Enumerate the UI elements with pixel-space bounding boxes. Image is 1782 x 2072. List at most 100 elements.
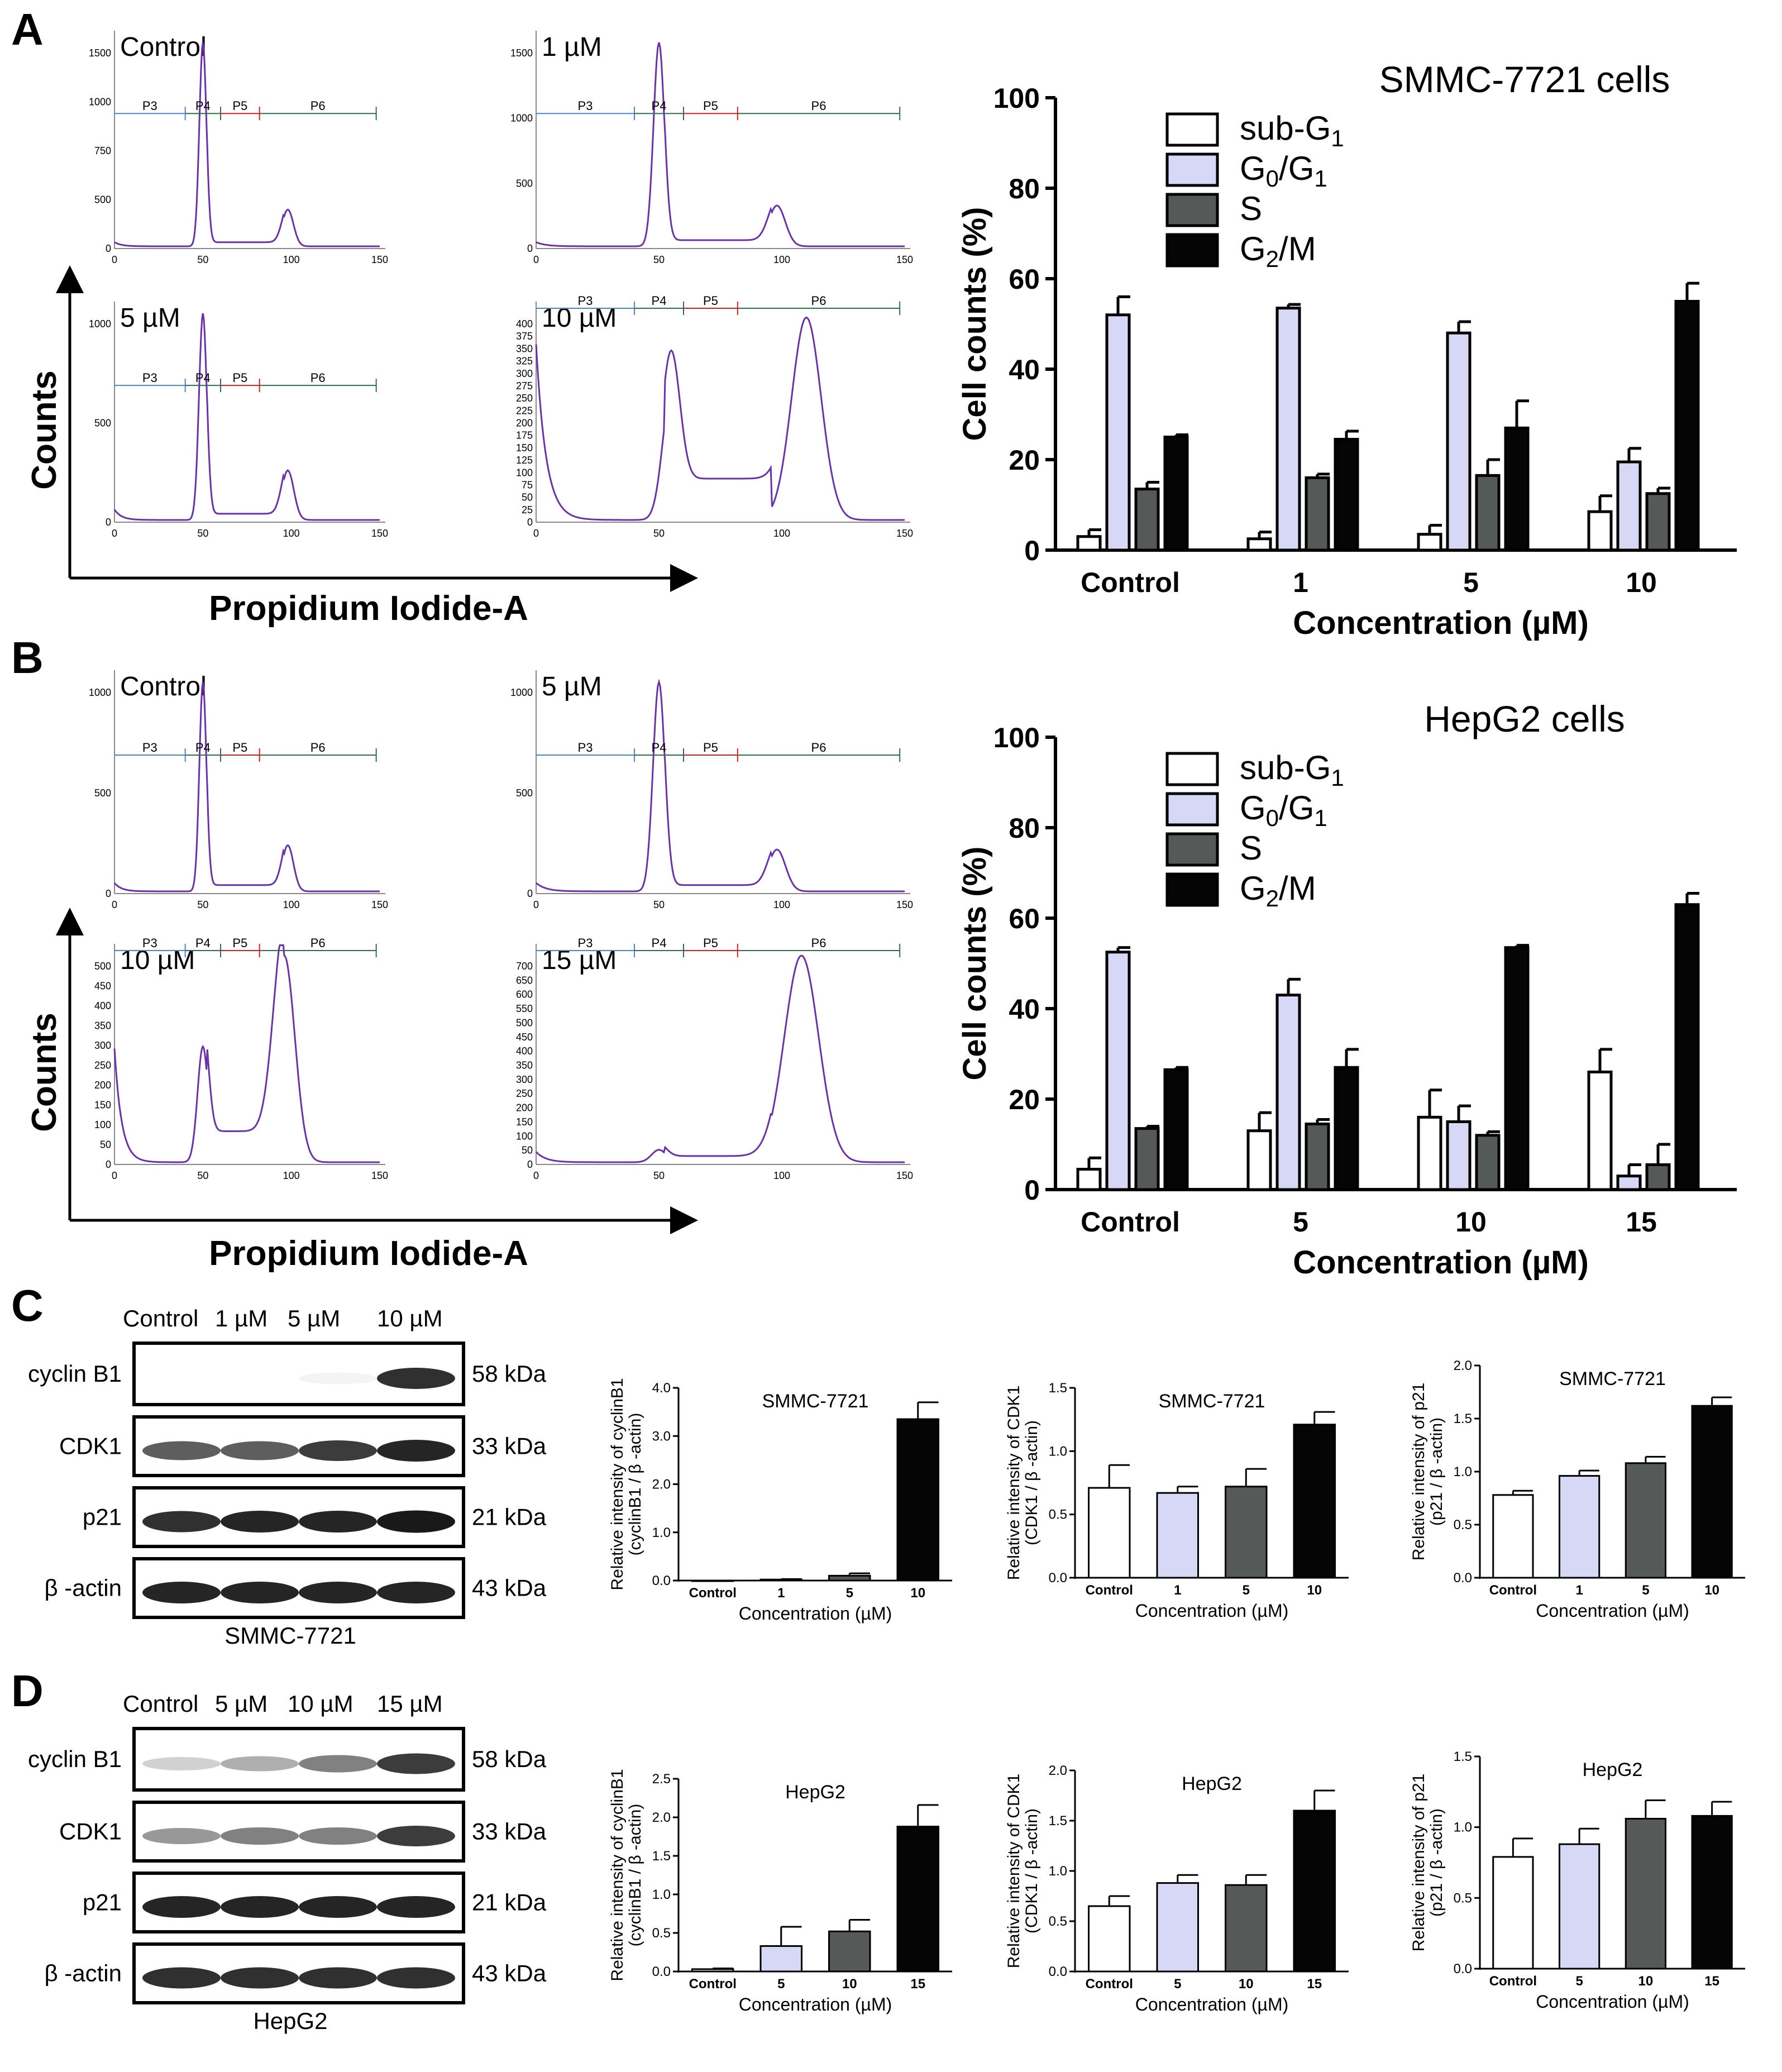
flow-y-tick: 0 xyxy=(527,1159,533,1170)
bar-sub-g1 xyxy=(1587,510,1613,552)
x-tick-label: 5 xyxy=(1642,1583,1649,1598)
flow-y-tick: 300 xyxy=(516,1074,533,1085)
flow-histogram: 5 µM 0 50 100 150 0 500 1000 P3 P4 P5 P6 xyxy=(510,670,913,910)
flow-x-tick: 0 xyxy=(112,528,117,539)
x-tick-label: 15 xyxy=(910,1976,925,1992)
cdk1-chart-smmc7721: SMMC-7721 0.0 0.5 1.0 1.5 Relative intensity … xyxy=(1005,1381,1349,1621)
blot-band xyxy=(142,1967,221,1989)
flow-y-tick: 200 xyxy=(516,1102,533,1114)
chart-title: HepG2 cells xyxy=(1424,698,1625,739)
flow-y-tick: 700 xyxy=(516,961,533,972)
flow-x-tick: 100 xyxy=(773,899,790,910)
x-axis-label: Concentration (µM) xyxy=(1536,1992,1689,2012)
flow-y-tick: 150 xyxy=(516,442,533,453)
bar-g2-m xyxy=(1163,436,1189,552)
x-axis-label: Concentration (µM) xyxy=(1293,1244,1589,1281)
gate-label: P6 xyxy=(310,936,326,950)
flow-x-tick: 50 xyxy=(653,899,665,910)
flow-y-tick: 500 xyxy=(94,961,111,972)
gate-label: P5 xyxy=(703,741,718,755)
flow-y-tick: 0 xyxy=(106,888,111,899)
bar xyxy=(1625,1462,1666,1579)
flow-histogram-trace xyxy=(113,313,380,521)
blot-band xyxy=(142,1757,221,1770)
flow-x-tick: 150 xyxy=(896,899,913,910)
lane-label: Control xyxy=(123,1691,198,1717)
blot-band xyxy=(299,1511,377,1532)
western-blot-smmc7721: Control 1 µM 5 µM 10 µM cyclin B1 58 kDa CDK1 3… xyxy=(28,1305,547,1649)
blot-band xyxy=(221,1441,299,1460)
flow-histogram-trace xyxy=(113,944,380,1163)
blot-row-label: p21 xyxy=(83,1889,122,1916)
flow-x-label-b: Propidium Iodide-A xyxy=(209,1234,528,1273)
bar xyxy=(691,1968,734,1973)
gate-label: P5 xyxy=(232,99,247,113)
y-tick-label: 0.0 xyxy=(652,1573,671,1588)
blot-band xyxy=(299,1827,377,1845)
gate-label: P4 xyxy=(195,741,211,755)
flow-x-tick: 100 xyxy=(283,1170,300,1181)
flow-x-tick: 150 xyxy=(371,899,388,910)
flow-y-tick: 500 xyxy=(516,1017,533,1028)
blot-row-label: p21 xyxy=(83,1504,122,1530)
flow-histogram: 10 µM 0 50 100 150 0 50 100 150 200 250 300 350 400 45… xyxy=(94,936,388,1181)
y-tick-label: 1.0 xyxy=(652,1887,671,1902)
x-tick-label: 15 xyxy=(1307,1976,1322,1992)
y-tick-label: 1.5 xyxy=(1049,1381,1067,1396)
blot-band xyxy=(377,1510,455,1533)
blot-band xyxy=(221,1967,299,1989)
gate-label: P6 xyxy=(310,741,326,755)
blot-row-label: β -actin xyxy=(44,1575,122,1601)
chart-title: HepG2 xyxy=(785,1782,845,1803)
flow-x-tick: 0 xyxy=(112,1170,117,1181)
blot-band xyxy=(377,1582,455,1603)
gate-label: P6 xyxy=(310,371,326,385)
flow-y-tick: 500 xyxy=(94,194,111,206)
y-axis-label: Relative intensity of CDK1 xyxy=(1005,1774,1023,1969)
legend-swatch xyxy=(1165,152,1219,187)
x-tick-label: 1 xyxy=(777,1586,785,1601)
blot-band xyxy=(221,1896,299,1918)
y-tick-label: 0.5 xyxy=(1049,1914,1067,1929)
flow-y-tick: 50 xyxy=(522,1145,533,1156)
x-tick-label: 10 xyxy=(1455,1206,1487,1238)
blot-band xyxy=(142,1441,221,1460)
bar-s xyxy=(1305,476,1330,552)
bar-g0-g1 xyxy=(1446,1120,1472,1191)
y-tick-label: 0.0 xyxy=(1454,1961,1472,1976)
x-tick-label: 5 xyxy=(846,1586,853,1601)
flow-y-tick: 100 xyxy=(94,1119,111,1130)
flow-y-tick: 300 xyxy=(516,368,533,379)
legend-label: G2/M xyxy=(1240,230,1316,272)
chart-title: HepG2 xyxy=(1583,1759,1643,1780)
gate-label: P5 xyxy=(703,99,718,113)
legend-label: G2/M xyxy=(1240,870,1316,911)
y-tick-label: 2.5 xyxy=(652,1772,671,1787)
y-axis-label-2: (p21 / β -actin) xyxy=(1427,1808,1446,1917)
flow-y-tick: 125 xyxy=(516,455,533,466)
blot-row-label: cyclin B1 xyxy=(28,1360,122,1387)
bar-s xyxy=(1475,474,1501,552)
blot-row-label: β -actin xyxy=(44,1960,122,1987)
cell-cycle-chart-hepg2: HepG2 cells 0 20 40 60 80 100 Cell counts (%) Co… xyxy=(957,698,1737,1281)
gate-label: P6 xyxy=(811,936,826,950)
flow-x-tick: 0 xyxy=(112,899,117,910)
legend-swatch xyxy=(1165,792,1219,827)
legend-label: sub-G1 xyxy=(1240,749,1344,791)
blot-band xyxy=(299,1372,377,1384)
x-tick-label: 5 xyxy=(1575,1974,1583,1989)
y-tick-label: 1.5 xyxy=(1454,1411,1472,1426)
gate-label: P3 xyxy=(578,99,593,113)
blot-band xyxy=(142,1511,221,1532)
y-axis-label: Relative intensity of p21 xyxy=(1410,1383,1428,1561)
flow-x-tick: 150 xyxy=(371,528,388,539)
flow-x-tick: 50 xyxy=(653,254,665,265)
flow-x-tick: 50 xyxy=(197,254,208,265)
legend-label: G0/G1 xyxy=(1240,789,1327,831)
flow-y-tick: 500 xyxy=(94,418,111,429)
flow-y-tick: 500 xyxy=(516,178,533,189)
flow-panel-title: 5 µM xyxy=(120,303,180,333)
gate-label: P4 xyxy=(652,99,667,113)
bar-g2-m xyxy=(1163,1068,1189,1191)
panel-letter-a: A xyxy=(11,4,44,54)
